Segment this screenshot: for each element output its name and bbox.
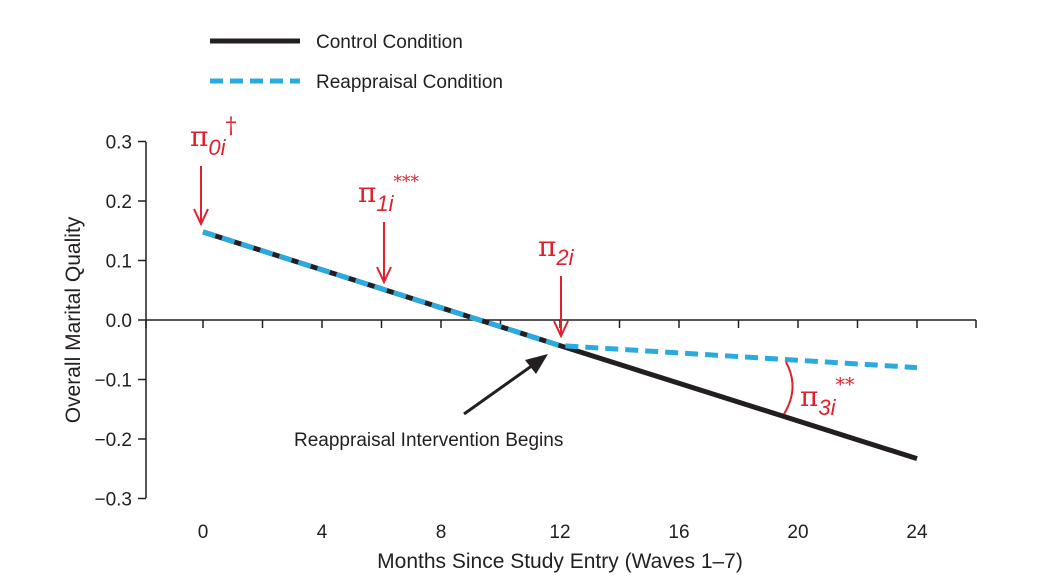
y-tick-label: −0.2 [94,430,132,451]
pi0-symbol: π [190,120,208,153]
pi3-angle-arc [783,361,794,415]
intervention-arrow-shaft [463,358,541,416]
pi3-superscript: ** [836,374,856,396]
x-ticks: 0 4 8 12 16 20 24 [145,320,977,543]
x-tick-label: 0 [198,522,209,543]
intervention-annotation: Reappraisal Intervention Begins [294,354,563,451]
x-tick-label: 12 [549,522,570,543]
pi1-superscript: *** [394,172,420,192]
y-ticks: 0.3 0.2 0.1 0.0 −0.1 −0.2 −0.3 [94,133,146,511]
y-tick-label: 0.0 [106,311,132,332]
pi0-arrow-head [193,208,209,227]
pi1-arrow-head [376,266,392,285]
pi1-subscript: 1i [376,191,394,216]
svg-text:π0i†: π0i† [190,114,237,160]
svg-text:π1i***: π1i*** [358,172,420,216]
pi0-subscript: 0i [208,135,226,160]
y-tick-label: 0.2 [106,192,132,213]
intervention-label: Reappraisal Intervention Begins [294,430,563,451]
y-tick-label: −0.3 [94,490,132,511]
pi2-symbol: π [538,230,556,263]
x-axis-title: Months Since Study Entry (Waves 1–7) [377,550,743,573]
pi1-annotation: π1i*** [358,172,420,285]
pi3-subscript: 3i [818,395,836,420]
pi2-subscript: 2i [555,245,574,270]
pi2-arrow-head [553,320,569,339]
pi3-symbol: π [800,380,818,413]
legend: Control Condition Reappraisal Condition [210,32,503,93]
y-tick-label: −0.1 [94,371,132,392]
x-tick-label: 24 [906,522,928,543]
y-tick-label: 0.1 [106,252,132,273]
x-tick-label: 16 [668,522,689,543]
svg-text:π3i**: π3i** [800,374,855,420]
x-tick-label: 20 [787,522,808,543]
legend-label-reappraisal: Reappraisal Condition [316,72,503,93]
y-axis-title: Overall Marital Quality [62,216,85,423]
series-line-reappraisal [202,229,918,371]
pi3-annotation: π3i** [783,361,855,420]
pi1-symbol: π [358,176,376,209]
x-tick-label: 8 [436,522,447,543]
y-tick-label: 0.3 [106,133,132,154]
intervention-arrow-head [525,354,548,374]
series-layer [202,229,918,462]
pi0-superscript: † [226,114,237,139]
pi2-annotation: π2i [538,230,575,339]
x-tick-label: 4 [317,522,328,543]
annotations: π0i† π1i*** π2i π3i** [190,114,855,451]
svg-text:π2i: π2i [538,230,575,270]
legend-label-control: Control Condition [316,32,463,53]
pi0-annotation: π0i† [190,114,237,227]
